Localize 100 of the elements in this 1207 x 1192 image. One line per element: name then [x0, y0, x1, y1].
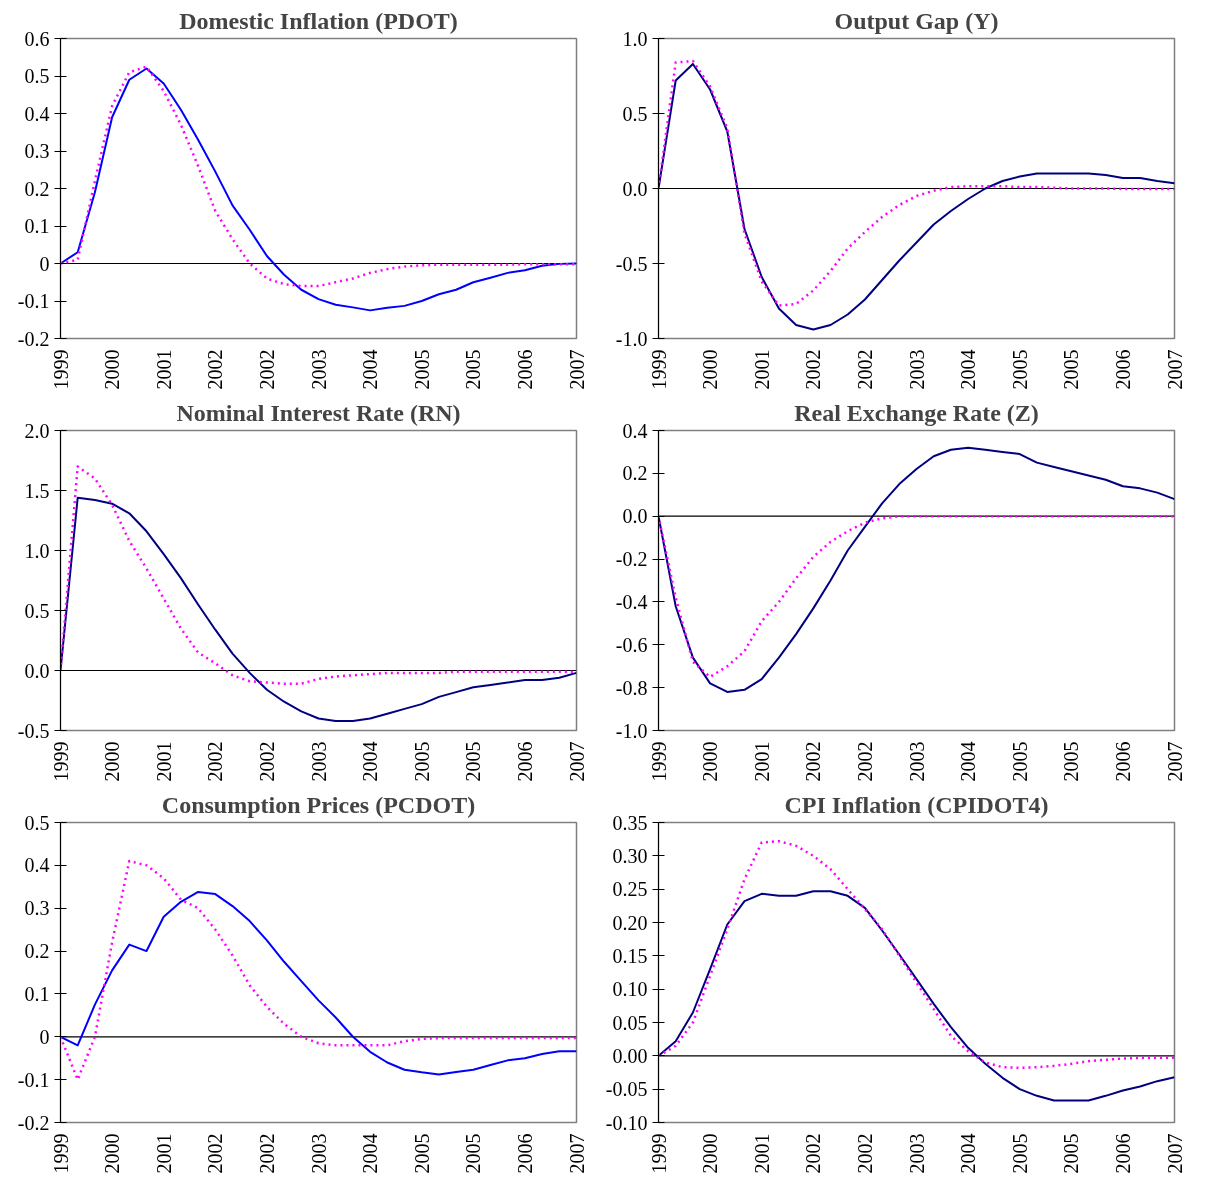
y-tick-label: -0.5 [17, 719, 50, 742]
x-tick-label: 2002 [255, 349, 278, 390]
x-tick-label: 2001 [750, 741, 773, 782]
x-tick-label: 2001 [152, 349, 175, 390]
x-tick-label: 2003 [905, 349, 928, 390]
x-tick-label: 2005 [1008, 741, 1031, 782]
x-tick-label: 1999 [49, 741, 72, 782]
y-tick-label: 0.10 [612, 978, 648, 1001]
y-tick-label: -0.05 [605, 1078, 648, 1101]
x-tick-label: 2005 [1060, 349, 1083, 390]
y-tick-label: 0.05 [612, 1011, 648, 1034]
x-tick-label: 1999 [647, 741, 670, 782]
x-tick-label: 2000 [101, 741, 124, 782]
y-tick-label: 1.5 [24, 479, 50, 502]
x-tick-label: 2003 [307, 1133, 330, 1174]
chart-title: CPI Inflation (CPIDOT4) [784, 791, 1049, 818]
y-tick-label: 1.0 [24, 539, 50, 562]
x-tick-label: 2002 [802, 741, 825, 782]
x-tick-label: 2005 [462, 1133, 485, 1174]
x-tick-label: 2004 [957, 349, 980, 390]
x-tick-label: 2007 [1163, 349, 1186, 390]
x-tick-label: 2001 [750, 1133, 773, 1174]
y-tick-label: 0.15 [612, 944, 648, 967]
x-tick-label: 1999 [49, 349, 72, 390]
chart-title: Real Exchange Rate (Z) [794, 399, 1039, 426]
y-tick-label: -0.1 [17, 290, 50, 312]
x-tick-label: 2005 [1008, 1133, 1031, 1174]
x-tick-label: 2007 [1163, 741, 1186, 782]
y-tick-label: -0.4 [615, 590, 648, 613]
y-tick-label: -0.2 [17, 327, 50, 350]
y-tick-label: 0.35 [612, 811, 648, 834]
y-tick-label: 0.5 [24, 811, 50, 834]
x-tick-label: 1999 [647, 349, 670, 390]
x-tick-label: 2005 [462, 741, 485, 782]
y-tick-label: 0.6 [24, 27, 50, 50]
x-tick-label: 2004 [957, 741, 980, 782]
x-tick-label: 2007 [565, 1133, 588, 1174]
x-tick-label: 2006 [1111, 349, 1134, 390]
y-tick-label: 0.0 [622, 177, 648, 200]
x-tick-label: 2002 [853, 741, 876, 782]
y-tick-label: 0.00 [612, 1044, 648, 1067]
x-tick-label: 2002 [802, 1133, 825, 1174]
y-tick-label: 0.30 [612, 844, 648, 867]
y-tick-label: -0.6 [615, 633, 648, 656]
x-tick-label: 2000 [101, 1133, 124, 1174]
x-tick-label: 2004 [359, 1133, 382, 1174]
y-tick-label: -0.1 [17, 1068, 50, 1091]
y-tick-label: -0.10 [605, 1111, 648, 1134]
y-tick-label: 2.0 [24, 419, 50, 442]
x-tick-label: 2004 [957, 1133, 980, 1174]
x-tick-label: 2002 [853, 1133, 876, 1174]
x-tick-label: 2002 [204, 349, 227, 390]
y-tick-label: 0 [39, 1025, 50, 1048]
y-tick-label: 0.20 [612, 911, 648, 934]
x-tick-label: 2000 [101, 349, 124, 390]
x-tick-label: 2002 [204, 741, 227, 782]
x-tick-label: 2002 [204, 1133, 227, 1174]
y-tick-label: -1.0 [615, 719, 648, 742]
y-tick-label: 0.5 [24, 599, 50, 622]
x-tick-label: 2006 [513, 349, 536, 390]
x-tick-label: 2006 [513, 741, 536, 782]
x-tick-label: 2002 [255, 741, 278, 782]
x-tick-label: 2000 [699, 349, 722, 390]
y-tick-label: 0.4 [24, 854, 50, 877]
y-tick-label: 0.0 [622, 505, 648, 528]
y-tick-label: 0.5 [24, 65, 50, 87]
x-tick-label: 2004 [359, 741, 382, 782]
x-tick-label: 2005 [462, 349, 485, 390]
y-tick-label: -0.8 [615, 676, 648, 699]
x-tick-label: 2007 [565, 349, 588, 390]
y-tick-label: -0.2 [17, 1111, 50, 1134]
y-tick-label: 0.4 [24, 102, 50, 125]
y-tick-label: 0.0 [24, 659, 50, 682]
chart-title: Domestic Inflation (PDOT) [179, 7, 458, 34]
x-tick-label: 2005 [1060, 741, 1083, 782]
chart-title: Output Gap (Y) [834, 7, 999, 34]
y-tick-label: 0.4 [622, 419, 648, 442]
y-tick-label: 0.5 [622, 102, 648, 125]
x-tick-label: 2006 [1111, 1133, 1134, 1174]
x-tick-label: 2006 [513, 1133, 536, 1174]
x-tick-label: 2005 [1008, 349, 1031, 390]
x-tick-label: 2002 [802, 349, 825, 390]
x-tick-label: 2007 [565, 741, 588, 782]
x-tick-label: 2000 [699, 741, 722, 782]
x-tick-label: 2001 [750, 349, 773, 390]
y-tick-label: -0.5 [615, 252, 648, 275]
x-tick-label: 2004 [359, 349, 382, 390]
x-tick-label: 2007 [1163, 1133, 1186, 1174]
y-tick-label: 1.0 [622, 27, 648, 50]
y-tick-label: -1.0 [615, 327, 648, 350]
x-tick-label: 2003 [905, 741, 928, 782]
y-tick-label: 0.3 [24, 897, 50, 920]
chart-title: Nominal Interest Rate (RN) [176, 399, 461, 426]
x-tick-label: 2005 [410, 349, 433, 390]
x-tick-label: 2005 [410, 1133, 433, 1174]
x-tick-label: 2005 [410, 741, 433, 782]
x-tick-label: 2001 [152, 741, 175, 782]
y-tick-label: 0.3 [24, 140, 50, 162]
y-tick-label: 0 [39, 252, 50, 275]
x-tick-label: 1999 [647, 1133, 670, 1174]
